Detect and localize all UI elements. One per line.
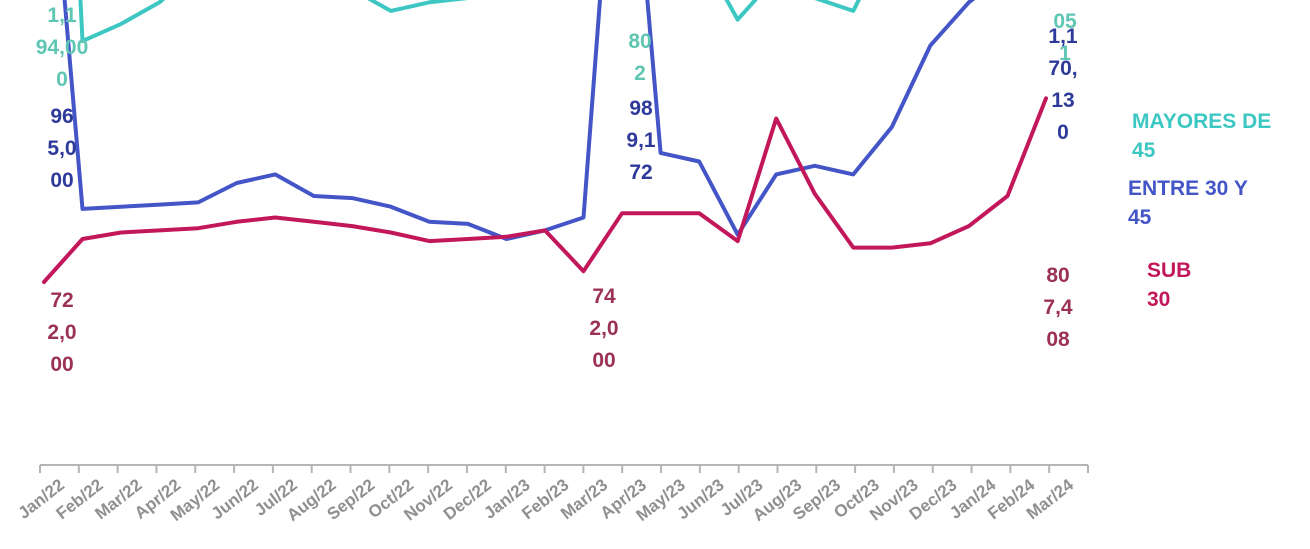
data-point: [620, 211, 624, 215]
data-label: 80 2: [628, 30, 651, 85]
data-label: 05 1: [1053, 10, 1077, 65]
legend: MAYORES DE 45 ENTRE 30 Y 45 SUB 30: [1128, 110, 1271, 311]
data-point: [350, 196, 354, 200]
data-point: [158, 228, 162, 232]
data-point: [967, 0, 971, 4]
data-point: [466, 222, 470, 226]
data-point: [504, 235, 508, 239]
data-point: [928, 241, 932, 245]
data-point: [312, 220, 316, 224]
data-labels: 1,1 94,00 0 80 2 05 1 96 5,0 00 98 9,1 72 1,1 70, 13 0 72…: [36, 4, 1078, 376]
data-point: [119, 22, 123, 26]
data-point: [119, 231, 123, 235]
data-point: [543, 228, 547, 232]
data-point: [697, 211, 701, 215]
data-point: [196, 226, 200, 230]
data-point: [42, 280, 46, 284]
data-point: [582, 215, 586, 219]
data-point: [928, 43, 932, 47]
data-point: [235, 181, 239, 185]
data-point: [659, 151, 663, 155]
data-point: [81, 207, 85, 211]
data-label: 1,1 70, 13 0: [1048, 25, 1078, 144]
data-point: [851, 246, 855, 250]
data-point: [273, 215, 277, 219]
data-point: [427, 239, 431, 243]
data-label: 96 5,0 00: [47, 105, 76, 192]
data-point: [736, 18, 740, 22]
series-line: [42, 96, 1048, 284]
data-point: [697, 160, 701, 164]
legend-entry: ENTRE 30 Y 45: [1128, 177, 1248, 229]
data-point: [659, 211, 663, 215]
data-point: [389, 9, 393, 13]
legend-entry: MAYORES DE 45: [1132, 110, 1271, 162]
data-point: [273, 172, 277, 176]
data-point: [158, 0, 162, 4]
data-point: [312, 194, 316, 198]
series-line: [62, 0, 976, 241]
data-point: [427, 0, 431, 4]
legend-entry: SUB 30: [1147, 259, 1191, 311]
series-line: [78, 0, 861, 44]
data-point: [81, 237, 85, 241]
data-point: [389, 205, 393, 209]
data-label: 72 2,0 00: [47, 289, 76, 376]
data-point: [774, 172, 778, 176]
data-point: [813, 164, 817, 168]
data-point: [890, 246, 894, 250]
data-point: [851, 9, 855, 13]
data-point: [774, 117, 778, 121]
x-axis: Jan/22Feb/22Mar/22Apr/22May/22Jun/22Jul/…: [14, 464, 1089, 525]
data-label: 80 7,4 08: [1043, 264, 1073, 351]
data-point: [736, 239, 740, 243]
data-point: [350, 224, 354, 228]
data-point: [890, 125, 894, 129]
data-point: [389, 231, 393, 235]
data-label: 74 2,0 00: [589, 285, 618, 372]
data-point: [235, 220, 239, 224]
data-point: [1044, 96, 1048, 100]
series-lines: [42, 0, 1048, 284]
data-label: 98 9,1 72: [626, 97, 656, 184]
data-point: [1005, 194, 1009, 198]
data-point: [813, 192, 817, 196]
data-point: [427, 220, 431, 224]
data-point: [582, 269, 586, 273]
data-point: [851, 172, 855, 176]
data-point: [196, 200, 200, 204]
data-point: [967, 224, 971, 228]
data-label: 1,1 94,00 0: [36, 4, 89, 91]
data-point: [466, 237, 470, 241]
data-point: [158, 203, 162, 207]
data-point: [119, 205, 123, 209]
